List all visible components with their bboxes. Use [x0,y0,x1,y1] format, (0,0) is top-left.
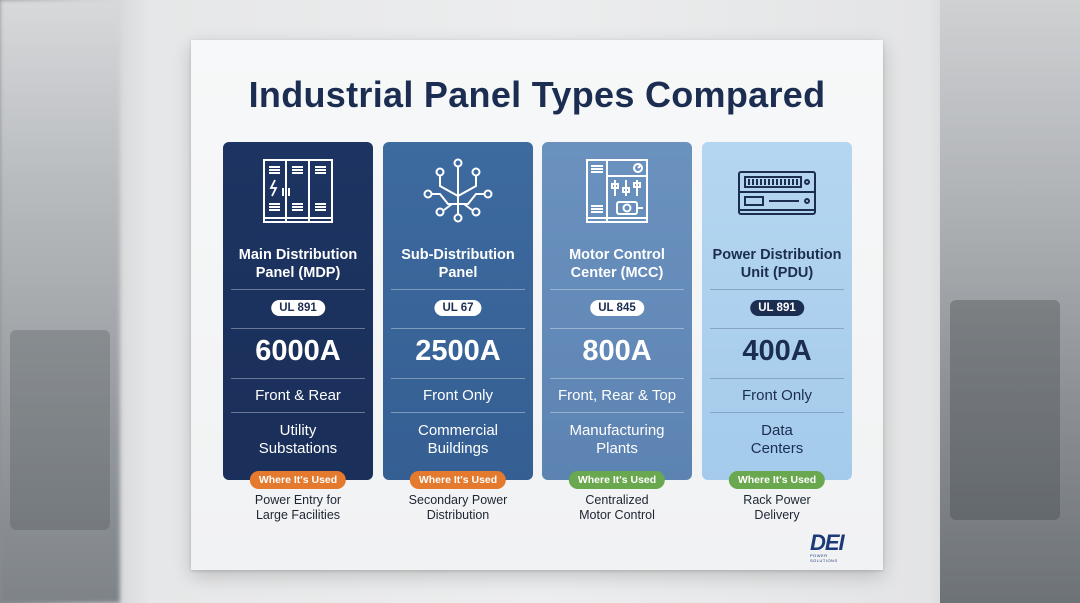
card-mcc: Motor Control Center (MCC) UL 845 800A F… [542,142,692,480]
ul-badge: UL 67 [434,300,482,316]
usage-line1: Data [761,422,793,439]
rack-pdu-icon [738,171,816,215]
access-type: Front Only [741,387,813,404]
where-used-description: Power Entry for Large Facilities [223,493,373,523]
usage-line2: Plants [596,440,638,457]
divider [710,289,844,290]
usage-line2: Substations [258,440,338,457]
usage: Commercial Buildings [383,422,533,458]
card-mdp: Main Distribution Panel (MDP) UL 891 600… [223,142,373,480]
ul-badge: UL 891 [750,300,804,316]
background-blur-right [940,0,1080,603]
amperage: 800A [582,335,652,367]
usage-line2: Centers [750,440,804,457]
description-line1: Rack Power [743,493,811,507]
switchgear-cabinet-icon [263,159,333,223]
divider [710,412,844,413]
usage: Utility Substations [223,422,373,458]
access-type: Front, Rear & Top [557,387,677,404]
divider [710,378,844,379]
company-logo: DEI POWER SOLUTIONS [810,530,854,564]
divider [550,378,684,379]
amperage: 400A [742,335,812,367]
card-title: Sub-Distribution Panel [387,246,529,282]
card-sub-distribution: Sub-Distribution Panel UL 67 2500A Front… [383,142,533,480]
ul-badge: UL 845 [590,300,644,316]
amperage: 6000A [255,335,341,367]
description-line2: Large Facilities [255,508,341,522]
usage: Manufacturing Plants [542,422,692,458]
description-line1: Secondary Power [408,493,508,507]
usage-line1: Commercial [417,422,498,439]
card-title-line2: Unit (PDU) [740,265,814,281]
divider [231,289,365,290]
divider [231,378,365,379]
divider [391,289,525,290]
card-title-line2: Center (MCC) [570,265,664,281]
where-used-description: Secondary Power Distribution [383,493,533,523]
poster: Industrial Panel Types Compared Main Dis… [191,40,883,570]
divider [391,378,525,379]
divider [550,289,684,290]
description-line1: Power Entry for [254,493,342,507]
poster-title: Industrial Panel Types Compared [248,74,826,115]
card-title-line1: Main Distribution [238,247,358,263]
card-title-line1: Sub-Distribution [401,247,515,263]
access-type: Front Only [422,387,494,404]
background-shade-left [10,330,110,530]
card-pdu: Power Distribution Unit (PDU) UL 891 400… [702,142,852,480]
description-line2: Motor Control [579,508,655,522]
logo-subtext: POWER SOLUTIONS [810,553,838,563]
usage-line1: Utility [279,422,317,439]
divider [550,328,684,329]
divider [391,328,525,329]
ul-badge: UL 891 [271,300,325,316]
motor-control-cabinet-icon [586,159,648,223]
access-type: Front & Rear [255,387,341,404]
background-blur-left [0,0,120,603]
amperage: 2500A [415,335,501,367]
where-used-tag: Where It's Used [409,471,507,489]
card-title-line2: Panel [438,265,478,281]
branching-circuit-icon [423,158,493,223]
divider [231,328,365,329]
card-title-line1: Motor Control [569,247,665,263]
card-title: Main Distribution Panel (MDP) [227,246,369,282]
where-used-tag: Where It's Used [249,471,347,489]
description-line1: Centralized [585,493,649,507]
usage: Data Centers [702,422,852,458]
divider [550,412,684,413]
card-title-line2: Panel (MDP) [255,265,341,281]
description-line2: Distribution [426,508,490,522]
card-title-line1: Power Distribution [712,247,842,263]
where-used-tag: Where It's Used [728,471,826,489]
card-title: Motor Control Center (MCC) [546,246,688,282]
card-title: Power Distribution Unit (PDU) [706,246,848,282]
usage-line1: Manufacturing [569,422,665,439]
divider [710,328,844,329]
where-used-tag: Where It's Used [568,471,666,489]
background-shade-right [950,300,1060,520]
usage-line2: Buildings [427,440,489,457]
where-used-description: Centralized Motor Control [542,493,692,523]
logo-text: DEI [810,530,845,555]
divider [391,412,525,413]
description-line2: Delivery [754,508,800,522]
divider [231,412,365,413]
where-used-description: Rack Power Delivery [702,493,852,523]
